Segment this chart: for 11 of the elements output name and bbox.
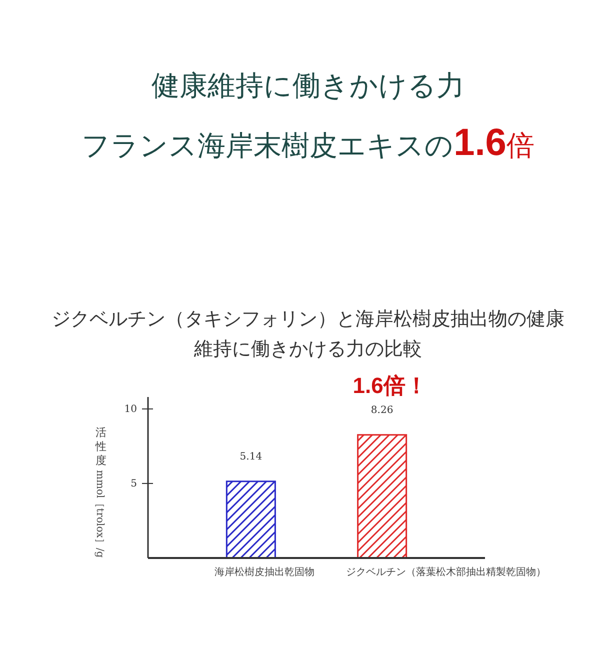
x-tick-label: ジクベルチン（落葉松木部抽出精製乾固物） — [346, 566, 546, 578]
y-tick-label: 5 — [130, 478, 137, 490]
text: 健康維持に働きかける力 — [152, 69, 464, 102]
text: フランス海岸末樹皮エキスの1.6倍 — [82, 122, 534, 164]
annotation: 1.6倍！ — [352, 373, 428, 398]
data-label: 5.14 — [240, 451, 262, 462]
chart-title: ジクベルチン（タキシフォリン）と海岸松樹皮抽出物の健康維持に働きかける力の比較 — [52, 308, 564, 360]
data-label: 8.26 — [370, 404, 394, 416]
x-tick-label: 海岸松樹皮抽出乾固物 — [214, 566, 315, 578]
y-tick-label: 10 — [124, 404, 137, 416]
y-axis-title: 活性度 mmol［trolox］/g — [94, 426, 106, 558]
